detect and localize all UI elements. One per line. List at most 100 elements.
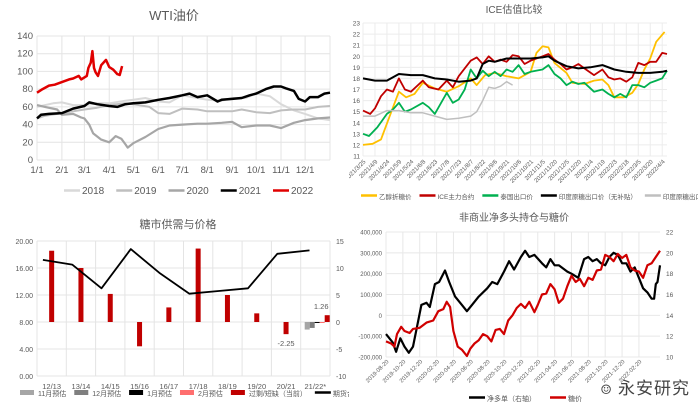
ice-valuation-chart: ICE估值比较111213141516171819202122232021/3/…: [344, 3, 698, 201]
y-tick-label: 16.00: [15, 266, 33, 273]
legend-label-3: 2021: [239, 186, 262, 197]
bar-过剩/短缺（当前）-13/14: [78, 268, 84, 322]
series-line-2021: [36, 85, 331, 120]
y2-tick-label: 22: [666, 230, 674, 237]
legend-label-2: 泰国出口价: [500, 192, 533, 201]
y-tick-label: 15: [353, 109, 361, 116]
bar-11月预估-21/22*: [304, 322, 310, 330]
legend-label-1: 糖价: [568, 394, 582, 403]
y-tick-label: 400,000: [360, 231, 382, 237]
x-tick-label: 16/17: [159, 382, 178, 391]
chart-title: WTI油价: [149, 8, 199, 23]
x-tick-label: 17/18: [189, 382, 208, 391]
x-tick-label: 20/21: [277, 382, 296, 391]
series-line-净多单（右轴）: [385, 249, 662, 354]
bar-1月预估-21/22*: [314, 322, 320, 323]
x-tick-label: 2/1: [55, 165, 68, 176]
y2-tick-label: 15: [336, 239, 344, 246]
series-line-泰国出口价: [362, 64, 668, 137]
y-tick-label: 60: [22, 102, 33, 113]
x-tick-label: 11/1: [272, 165, 290, 176]
wechat-icon: ☺: [600, 383, 618, 398]
legend-label-3: 2月预估: [198, 389, 223, 398]
legend-label-3: 印度原糖出口价（无补贴）: [559, 192, 637, 201]
series-line-糖价: [385, 250, 661, 358]
y2-tick-label: 16: [666, 292, 674, 299]
bar-过剩/短缺（当前）-18/19: [224, 295, 230, 322]
y-tick-label: 80: [22, 84, 33, 95]
y-tick-label: 0: [379, 314, 383, 320]
wti-chart: WTI油价 1/1 2/1 3/1 4/1 5/1 6/1 7/1 8/1 9/1 10/1 11/1…: [17, 8, 331, 197]
x-tick-label: 12/1: [296, 165, 315, 176]
y2-tick-label: 14: [666, 313, 674, 320]
x-tick-label: 14/15: [101, 382, 120, 391]
y-tick-label: 4.00: [19, 347, 33, 354]
y2-tick-label: 18: [666, 271, 674, 278]
x-tick-label: 5/1: [127, 165, 140, 176]
chart-title: 非商业净多头持仓与糖价: [459, 211, 569, 224]
legend-label-0: 11月预估: [38, 389, 66, 398]
y-tick-label: 120: [17, 49, 33, 60]
series-line-印度原糖出口价（含补贴）: [363, 80, 513, 121]
y-tick-label: 18: [353, 76, 361, 83]
series-line-印度原糖出口价（无补贴）: [362, 55, 668, 83]
bar-过剩/短缺（当前）-15/16: [137, 322, 143, 347]
y-tick-label: 23: [353, 21, 361, 28]
legend-label-1: ICE主力合约: [438, 192, 475, 201]
y-tick-label: 13: [353, 131, 361, 138]
series-line-ICE主力合约: [362, 52, 668, 115]
legend-swatch: [74, 390, 89, 395]
legend-label-0: 2018: [82, 186, 105, 197]
wti-chart-panel: WTI油价 1/1 2/1 3/1 4/1 5/1 6/1 7/1 8/1 9/1 10/1 11/1…: [0, 0, 349, 207]
y-tick-label: 200,000: [360, 272, 382, 278]
y-tick-label: 19: [353, 65, 361, 72]
x-tick-label: 8/1: [201, 165, 214, 176]
y-tick-label: 0: [28, 155, 33, 166]
y-tick-label: 12: [353, 142, 361, 149]
y-tick-label: 100,000: [360, 293, 382, 299]
chart-title: ICE估值比较: [486, 3, 543, 16]
legend-label-1: 2019: [134, 186, 157, 197]
legend-label-2: 2020: [187, 186, 210, 197]
x-tick-label: 9/1: [225, 165, 238, 176]
legend-swatch: [20, 390, 34, 395]
y-tick-label: 22: [353, 32, 361, 39]
y-tick-label: 17: [353, 87, 361, 94]
y-tick-label: 21: [353, 43, 361, 50]
y2-tick-label: 5: [336, 293, 340, 300]
series-line-乙醇折糖价: [362, 31, 666, 146]
x-tick-label: 6/1: [152, 165, 165, 176]
series-line-2022: [36, 49, 124, 94]
y-tick-label: 11: [353, 154, 360, 161]
x-tick-label: 18/19: [218, 382, 237, 391]
y-tick-label: -100,000: [358, 335, 382, 341]
bar-2月预估-21/22*: [319, 322, 325, 323]
legend-label-5: 期货合约平均价格: [333, 389, 349, 398]
legend-label-2: 1月预估: [147, 389, 172, 398]
x-tick-label: 1/1: [30, 165, 43, 176]
y-tick-label: 100: [17, 66, 33, 77]
y2-tick-label: -5: [336, 347, 342, 354]
legend-label-1: 12月预估: [92, 389, 121, 398]
legend-swatch: [129, 390, 144, 395]
y2-tick-label: 10: [666, 355, 674, 362]
x-tick-label: 12/13: [42, 382, 61, 391]
x-tick-label: 10/1: [247, 165, 266, 176]
y2-tick-label: 20: [666, 250, 674, 257]
y2-tick-label: 12: [666, 334, 674, 341]
x-tick-label: 3/1: [78, 165, 91, 176]
y2-tick-label: 10: [336, 266, 344, 273]
series-line-2019: [36, 102, 331, 120]
legend-swatch: [179, 390, 194, 395]
supply-chart-panel: 糖市供需与价格 0.00 4.00 8.00 12.00 16.00 20.00 -10 -5 0…: [0, 207, 388, 413]
ice-chart-panel: ICE估值比较 11 12 13 14 15 16 17 18 19 20 21 22 23 2021/3/…: [344, 0, 698, 207]
x-tick-label: 4/1: [103, 165, 116, 176]
y-tick-label: 8.00: [19, 320, 33, 327]
legend-swatch: [230, 390, 245, 395]
y-tick-label: 14: [353, 120, 361, 127]
y-tick-label: 20.00: [15, 239, 33, 246]
legend-label-4: 2022: [291, 186, 314, 197]
y2-tick-label: 0: [336, 320, 340, 327]
x-tick-label: 21/22*: [305, 382, 327, 391]
y-tick-label: 12.00: [15, 293, 33, 300]
